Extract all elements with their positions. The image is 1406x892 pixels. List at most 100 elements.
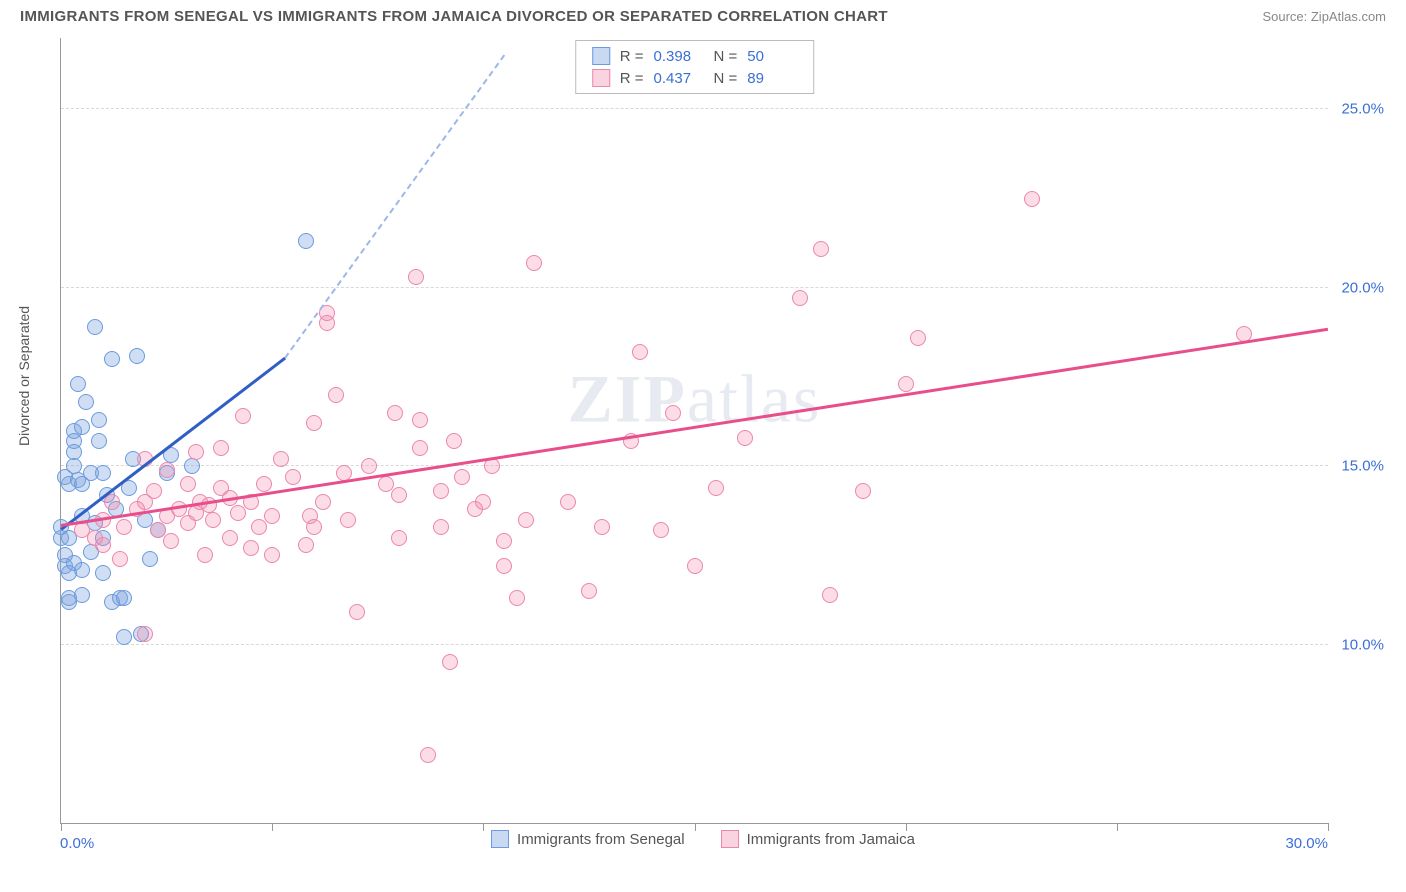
data-point [137, 626, 153, 642]
data-point [235, 408, 251, 424]
data-point [243, 540, 259, 556]
data-point [560, 494, 576, 510]
data-point [222, 530, 238, 546]
x-axis-max-label: 30.0% [1285, 835, 1328, 852]
swatch-senegal-icon [592, 47, 610, 65]
data-point [526, 255, 542, 271]
data-point [340, 512, 356, 528]
data-point [387, 405, 403, 421]
stats-box: R = 0.398 N = 50 R = 0.437 N = 89 [575, 40, 815, 94]
data-point [184, 458, 200, 474]
legend-label-jamaica: Immigrants from Jamaica [747, 831, 915, 848]
data-point [142, 551, 158, 567]
x-tick [61, 823, 62, 831]
data-point [180, 476, 196, 492]
data-point [315, 494, 331, 510]
data-point [129, 348, 145, 364]
data-point [116, 629, 132, 645]
stat-n-label: N = [714, 70, 738, 87]
x-tick [1117, 823, 1118, 831]
data-point [104, 351, 120, 367]
data-point [391, 530, 407, 546]
data-point [91, 412, 107, 428]
data-point [87, 319, 103, 335]
y-tick-label: 15.0% [1341, 458, 1384, 475]
data-point [361, 458, 377, 474]
plot-area: ZIPatlas R = 0.398 N = 50 R = 0.437 N = … [60, 38, 1328, 824]
data-point [822, 587, 838, 603]
swatch-jamaica-icon [721, 830, 739, 848]
data-point [687, 558, 703, 574]
x-tick [1328, 823, 1329, 831]
data-point [74, 419, 90, 435]
swatch-senegal-icon [491, 830, 509, 848]
data-point [197, 547, 213, 563]
chart-title: IMMIGRANTS FROM SENEGAL VS IMMIGRANTS FR… [20, 8, 888, 25]
legend-item-senegal: Immigrants from Senegal [491, 830, 685, 848]
data-point [898, 376, 914, 392]
data-point [855, 483, 871, 499]
data-point [319, 315, 335, 331]
gridline [61, 644, 1328, 645]
y-tick-label: 20.0% [1341, 279, 1384, 296]
data-point [433, 519, 449, 535]
stat-n-jamaica: 89 [747, 70, 797, 87]
stat-r-label: R = [620, 70, 644, 87]
data-point [391, 487, 407, 503]
data-point [349, 604, 365, 620]
data-point [632, 344, 648, 360]
data-point [442, 654, 458, 670]
data-point [454, 469, 470, 485]
stat-r-senegal: 0.398 [654, 48, 704, 65]
x-tick [483, 823, 484, 831]
data-point [74, 587, 90, 603]
gridline [61, 108, 1328, 109]
data-point [95, 537, 111, 553]
data-point [264, 508, 280, 524]
data-point [737, 430, 753, 446]
legend-item-jamaica: Immigrants from Jamaica [721, 830, 915, 848]
data-point [1024, 191, 1040, 207]
chart-container: Divorced or Separated ZIPatlas R = 0.398… [18, 38, 1388, 854]
data-point [792, 290, 808, 306]
data-point [446, 433, 462, 449]
data-point [95, 565, 111, 581]
data-point [112, 551, 128, 567]
x-axis-min-label: 0.0% [60, 835, 94, 852]
data-point [910, 330, 926, 346]
data-point [273, 451, 289, 467]
data-point [74, 562, 90, 578]
y-axis-label: Divorced or Separated [16, 306, 32, 446]
data-point [813, 241, 829, 257]
data-point [116, 590, 132, 606]
stat-n-label: N = [714, 48, 738, 65]
data-point [420, 747, 436, 763]
data-point [285, 469, 301, 485]
data-point [188, 444, 204, 460]
y-tick-label: 25.0% [1341, 101, 1384, 118]
data-point [328, 387, 344, 403]
data-point [91, 433, 107, 449]
trend-line [284, 54, 505, 358]
data-point [496, 558, 512, 574]
data-point [70, 376, 86, 392]
data-point [163, 533, 179, 549]
data-point [653, 522, 669, 538]
data-point [298, 537, 314, 553]
chart-source: Source: ZipAtlas.com [1262, 9, 1386, 24]
bottom-legend: Immigrants from Senegal Immigrants from … [491, 830, 915, 848]
gridline [61, 287, 1328, 288]
data-point [475, 494, 491, 510]
legend-label-senegal: Immigrants from Senegal [517, 831, 685, 848]
stats-row-senegal: R = 0.398 N = 50 [592, 45, 798, 67]
swatch-jamaica-icon [592, 69, 610, 87]
data-point [146, 483, 162, 499]
x-tick [272, 823, 273, 831]
data-point [665, 405, 681, 421]
data-point [581, 583, 597, 599]
data-point [298, 233, 314, 249]
watermark-bold: ZIP [568, 361, 687, 437]
y-tick-label: 10.0% [1341, 636, 1384, 653]
data-point [264, 547, 280, 563]
trend-line [61, 328, 1328, 527]
